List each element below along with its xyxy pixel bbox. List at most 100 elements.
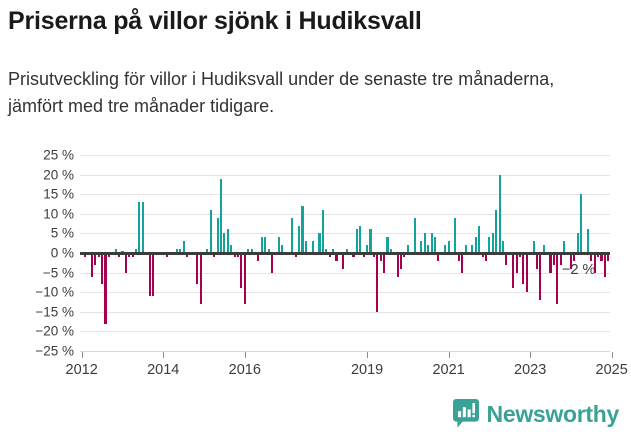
chart-bar bbox=[563, 241, 566, 253]
chart-bar bbox=[376, 253, 379, 312]
chart-bar bbox=[576, 233, 579, 253]
chart-bar bbox=[386, 237, 389, 253]
chart-bar bbox=[522, 253, 525, 285]
chart-bar bbox=[104, 253, 107, 324]
chart-bar bbox=[206, 249, 209, 253]
chart-subtitle: Prisutveckling för villor i Hudiksvall u… bbox=[8, 69, 555, 116]
x-axis-tick bbox=[448, 352, 450, 358]
chart-bar bbox=[141, 202, 144, 253]
chart-bar bbox=[270, 253, 273, 273]
chart-bar bbox=[114, 249, 117, 253]
chart-bar bbox=[281, 245, 284, 253]
chart-bar bbox=[345, 249, 348, 253]
chart-bar bbox=[600, 253, 603, 261]
chart-bar bbox=[135, 249, 138, 253]
chart-bar bbox=[495, 209, 498, 253]
chart-bar bbox=[488, 237, 491, 253]
chart-bar bbox=[586, 229, 589, 253]
chart-bar bbox=[580, 194, 583, 253]
chart-bar bbox=[433, 237, 437, 253]
chart-bar bbox=[325, 249, 328, 253]
x-axis: 2012 2014 2016 2019 2021 2023 2025 bbox=[66, 351, 628, 391]
chart-bar bbox=[389, 249, 392, 253]
chart-bar bbox=[355, 229, 358, 253]
chart-bar bbox=[304, 241, 307, 253]
y-axis-tick-label: 25 % bbox=[43, 147, 74, 163]
gridline bbox=[80, 194, 610, 196]
chart-bar bbox=[318, 233, 321, 253]
chart-bar bbox=[148, 253, 151, 297]
chart-bar bbox=[267, 249, 270, 253]
gridline bbox=[80, 311, 610, 313]
page-title: Priserna på villor sjönk i Hudiksvall bbox=[8, 7, 422, 35]
x-axis-tick-label: 2014 bbox=[147, 362, 180, 378]
chart-bar bbox=[90, 253, 93, 277]
x-axis-tick-label: 2012 bbox=[65, 362, 98, 378]
newsworthy-logo[interactable]: Newsworthy bbox=[452, 399, 619, 429]
chart-bar bbox=[603, 253, 606, 277]
bar-chart-speech-bubble-icon bbox=[452, 399, 479, 428]
chart-bar bbox=[484, 253, 488, 261]
chart-bar bbox=[257, 253, 260, 261]
chart-bar bbox=[457, 253, 460, 261]
chart-bar bbox=[593, 253, 596, 273]
chart-bar bbox=[175, 249, 178, 253]
zero-baseline bbox=[80, 252, 610, 255]
x-axis-tick-label: 2019 bbox=[350, 362, 384, 378]
y-axis-tick-label: −15 % bbox=[35, 304, 74, 320]
chart-bar bbox=[590, 253, 593, 261]
chart-bar bbox=[264, 237, 267, 253]
chart-bar bbox=[406, 245, 409, 253]
x-axis-tick-label: 2025 bbox=[595, 362, 628, 378]
chart-bar bbox=[226, 229, 229, 253]
x-axis-tick bbox=[611, 352, 613, 358]
chart-bar bbox=[549, 253, 552, 273]
gridline bbox=[80, 155, 610, 156]
x-axis-tick-label: 2023 bbox=[514, 362, 547, 378]
x-axis-tick bbox=[367, 352, 369, 358]
x-axis-tick bbox=[244, 352, 246, 358]
chart-bar bbox=[182, 241, 185, 253]
chart-bar bbox=[498, 174, 501, 253]
y-axis-tick-label: 10 % bbox=[43, 206, 74, 222]
chart-bar bbox=[250, 249, 253, 253]
chart-bar bbox=[291, 217, 294, 253]
chart-bar bbox=[332, 249, 335, 253]
chart-bar bbox=[607, 253, 610, 261]
y-axis-tick-label: 5 % bbox=[50, 225, 74, 241]
gridline bbox=[80, 331, 610, 333]
x-axis-tick bbox=[163, 352, 165, 358]
y-axis-tick-label: −10 % bbox=[35, 284, 74, 300]
chart-bar bbox=[535, 253, 538, 269]
chart-bar bbox=[447, 241, 450, 253]
chart-bar bbox=[413, 217, 416, 253]
chart-bar bbox=[400, 253, 403, 269]
chart-bar bbox=[124, 253, 127, 273]
y-axis-tick-label: 0 % bbox=[50, 245, 74, 261]
chart-bar bbox=[505, 253, 508, 265]
chart-bar bbox=[454, 217, 457, 253]
chart-bar bbox=[359, 225, 362, 253]
chart-bar bbox=[247, 249, 250, 253]
chart-bar bbox=[196, 253, 199, 285]
chart-bar bbox=[437, 253, 440, 261]
chart-bar bbox=[94, 253, 97, 265]
chart-bar bbox=[138, 202, 141, 253]
chart-bar bbox=[209, 209, 212, 253]
chart-bar bbox=[501, 241, 505, 253]
chart-bar bbox=[321, 209, 324, 253]
y-axis-tick-label: −5 % bbox=[42, 264, 74, 280]
chart-bar bbox=[199, 253, 202, 304]
chart-bar bbox=[216, 217, 219, 253]
chart-bar bbox=[151, 253, 155, 297]
chart-bar bbox=[379, 253, 382, 261]
chart-bar bbox=[471, 245, 474, 253]
chart-bar bbox=[301, 205, 304, 253]
x-axis-tick bbox=[81, 352, 83, 358]
chart-bar bbox=[179, 249, 182, 253]
chart-bar bbox=[515, 253, 518, 273]
chart-bar bbox=[277, 237, 280, 253]
chart-bar bbox=[230, 245, 233, 253]
chart-bar bbox=[366, 245, 369, 253]
chart-bar bbox=[342, 253, 345, 269]
